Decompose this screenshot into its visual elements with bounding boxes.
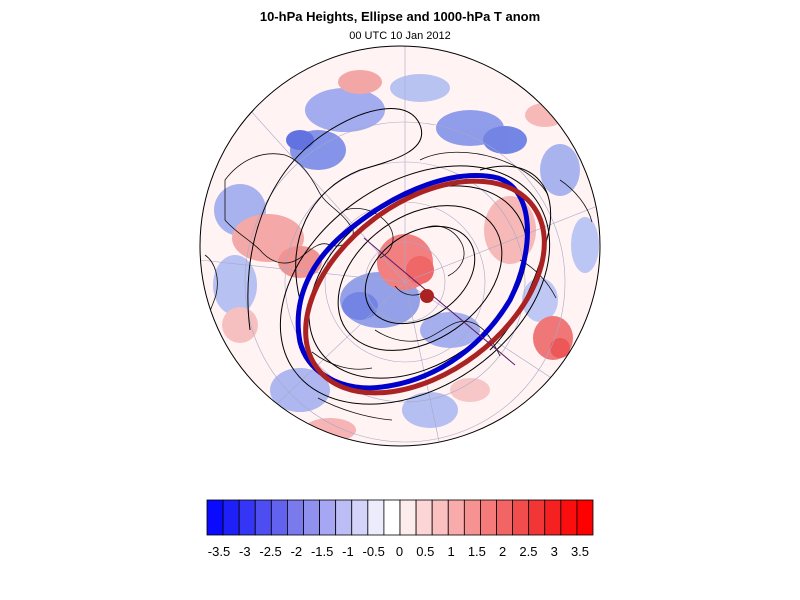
colorbar-swatch [335,499,353,536]
observed-vortex-edge [295,173,530,391]
colorbar-tick-label: -2 [291,544,303,559]
colorbar-swatch [431,499,449,536]
colorbar-swatch [206,499,224,536]
colorbar-swatch [560,499,578,536]
colorbar-swatch [319,499,337,536]
colorbar-tick-label: 1.5 [468,544,486,559]
colorbar-swatch [496,499,513,536]
colorbar-swatch [528,499,546,536]
vortex-centroid-marker [420,289,434,303]
colorbar-tick-label: -1.5 [311,544,333,559]
height-contours [247,108,552,405]
colorbar-swatch [351,499,369,536]
colorbar-swatch [367,499,385,536]
colorbar-tick-label: -3.5 [208,544,230,559]
colorbar-tick-label: 3 [551,544,558,559]
chart-subtitle: 00 UTC 10 Jan 2012 [349,30,451,42]
colorbar-swatch [544,499,562,536]
colorbar-tick-label: -0.5 [363,544,385,559]
colorbar-swatch [270,499,288,536]
colorbar-swatch [383,499,401,536]
colorbar-swatches [206,499,594,536]
colorbar-swatch [287,499,304,536]
colorbar-labels: -3.5 -3 -2.5 -2 -1.5 -1 -0.5 0 0.5 1 1.5 2 2.5 3 3.5 [208,544,589,559]
colorbar-tick-label: 2 [499,544,506,559]
colorbar-swatch [222,499,240,536]
colorbar-tick-label: -3 [239,544,251,559]
colorbar-tick-label: 0.5 [416,544,434,559]
colorbar-swatch [512,499,530,536]
colorbar-tick-label: -2.5 [259,544,281,559]
colorbar-tick-label: 3.5 [571,544,589,559]
colorbar-tick-label: 1 [447,544,454,559]
colorbar-tick-label: -1 [342,544,354,559]
colorbar-swatch [399,499,417,536]
colorbar-swatch [303,499,320,536]
colorbar-tick-label: 2.5 [519,544,537,559]
chart-title: 10-hPa Heights, Ellipse and 1000-hPa T a… [259,9,541,24]
colorbar-swatch [415,499,433,536]
colorbar-swatch [463,499,481,536]
colorbar-swatch [254,499,272,536]
globe-border [199,45,601,447]
colorbar-swatch [576,499,594,536]
ellipse-axis [363,237,516,366]
colorbar-swatch [480,499,497,536]
colorbar-swatch [447,499,465,536]
colorbar-tick-label: 0 [396,544,403,559]
colorbar-swatch [238,499,256,536]
fitted-vortex-ellipse [303,178,547,396]
